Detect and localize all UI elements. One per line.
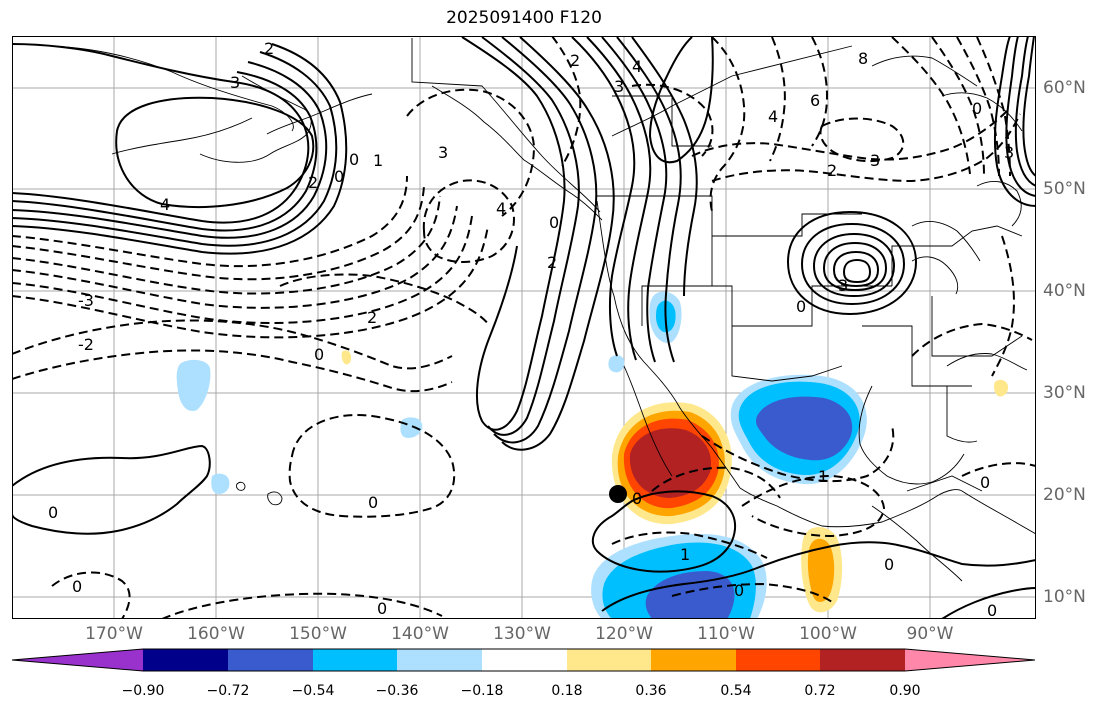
lon-label: 150°W <box>289 624 347 644</box>
colorbar-segment <box>397 649 482 671</box>
contour-label: 8 <box>858 49 868 68</box>
lon-label: 110°W <box>697 624 755 644</box>
map-panel: 2 3 4 2 1 0 0 3 4 2 -3 -2 0 0 0 0 0 2 0 … <box>12 36 1036 619</box>
shading-mexico-warm <box>611 402 732 525</box>
contour-label: 4 <box>160 195 170 214</box>
lon-label: 140°W <box>391 624 449 644</box>
colorbar-segment <box>482 649 567 671</box>
contour-labels: 2 3 4 2 1 0 0 3 4 2 -3 -2 0 0 0 0 0 2 0 … <box>48 39 1014 619</box>
contour-label: 2 <box>308 173 318 192</box>
contour-label: 0 <box>334 167 344 186</box>
contour-label: 2 <box>367 308 377 327</box>
colorbar-extend-low <box>12 649 143 671</box>
lat-label: 50°N <box>1043 179 1086 199</box>
colorbar-tick-label: −0.36 <box>375 683 419 699</box>
colorbar-extend-high <box>905 649 1035 671</box>
contour-label: 0 <box>314 345 324 364</box>
contour-label: 3 <box>870 151 880 170</box>
shading-gulf-cool <box>730 374 867 485</box>
contour-label: 4 <box>496 199 506 218</box>
colorbar-tick-label: 0.36 <box>635 683 667 699</box>
contour-label: 0 <box>987 601 997 619</box>
colorbar-segment <box>313 649 397 671</box>
coastlines <box>51 38 1036 582</box>
colorbar <box>11 648 1036 672</box>
lon-label: 170°W <box>85 624 143 644</box>
contour-label: -2 <box>78 335 94 354</box>
contour-label: 3 <box>230 73 240 92</box>
colorbar-segment <box>143 649 228 671</box>
colorbar-tick-label: −0.72 <box>206 683 250 699</box>
contour-label: 0 <box>980 473 990 492</box>
contour-label: 0 <box>368 493 378 512</box>
contour-label: 0 <box>734 581 744 600</box>
map-frame <box>12 36 1036 619</box>
colorbar-tick-label: 0.54 <box>720 683 752 699</box>
contour-label: 1 <box>818 467 828 486</box>
solid-contours <box>12 36 1036 619</box>
colorbar-segment <box>736 649 820 671</box>
lat-label: 40°N <box>1043 281 1086 301</box>
contour-label: 2 <box>827 161 837 180</box>
contour-label: 0 <box>377 599 387 618</box>
contour-label: 4 <box>768 107 778 126</box>
lon-label: 90°W <box>906 624 954 644</box>
contour-label: 1 <box>373 151 383 170</box>
contour-label: 3 <box>838 276 848 295</box>
contour-label: 3 <box>614 77 624 96</box>
map-title: 2025091400 F120 <box>446 8 602 28</box>
colorbar-segment <box>820 649 905 671</box>
contour-label: 1 <box>680 545 690 564</box>
shading-east-pac-warm <box>801 527 843 613</box>
contour-label: -3 <box>78 291 94 310</box>
contour-label: 0 <box>48 503 58 522</box>
lat-label: 60°N <box>1043 78 1086 98</box>
lat-label: 30°N <box>1043 383 1086 403</box>
colorbar-tick-label: 0.18 <box>551 683 583 699</box>
map-background <box>12 36 1036 619</box>
colorbar-tick-label: −0.90 <box>121 683 165 699</box>
lon-label: 100°W <box>799 624 857 644</box>
contour-label: 2 <box>547 253 557 272</box>
contour-label: 0 <box>972 99 982 118</box>
dashed-contours <box>12 36 1036 619</box>
contour-label: 3 <box>438 143 448 162</box>
contour-label: 0 <box>884 555 894 574</box>
lat-label: 10°N <box>1043 587 1086 607</box>
contour-label: 0 <box>349 150 359 169</box>
contour-label: 3 <box>1004 143 1014 162</box>
storm-center-marker <box>609 485 627 503</box>
contour-label: 6 <box>810 91 820 110</box>
contour-label: 0 <box>796 297 806 316</box>
colorbar-tick-label: −0.54 <box>291 683 335 699</box>
contour-label: 0 <box>549 213 559 232</box>
colorbar-border <box>11 648 1036 672</box>
contour-label: 4 <box>632 57 642 76</box>
shading-south-cool <box>591 533 767 619</box>
lon-label: 120°W <box>595 624 653 644</box>
colorbar-segment <box>567 649 651 671</box>
colorbar-tick-label: 0.72 <box>804 683 836 699</box>
contour-label: 2 <box>570 51 580 70</box>
colorbar-tick-label: 0.90 <box>889 683 921 699</box>
colorbar-tick-label: −0.18 <box>460 683 504 699</box>
lon-label: 130°W <box>493 624 551 644</box>
lon-label: 160°W <box>187 624 245 644</box>
lat-label: 20°N <box>1043 485 1086 505</box>
colorbar-segment <box>228 649 313 671</box>
contour-label: 0 <box>632 489 642 508</box>
contour-label: 2 <box>264 39 274 58</box>
colorbar-segment <box>651 649 736 671</box>
contour-label: 0 <box>72 577 82 596</box>
